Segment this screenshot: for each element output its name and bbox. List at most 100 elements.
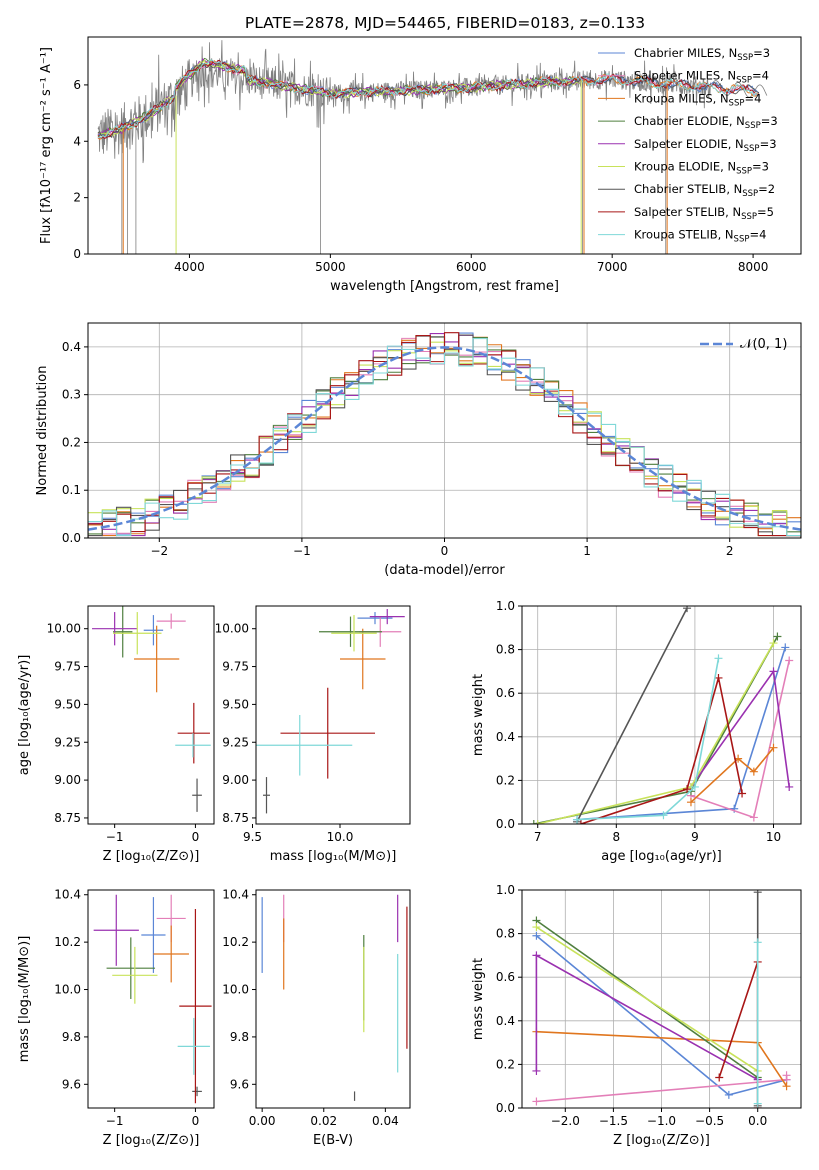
y-tick-label: 9.25: [54, 735, 81, 749]
y-tick-label: 9.75: [54, 660, 81, 674]
panel-2: −1 0 8.75 9.00 9.25 9.50 9.75 10.00 Z [log₁₀(Z/Z…: [17, 605, 215, 864]
plot-area: [261, 894, 408, 1101]
x-axis-label: Z [log₁₀(Z/Z⊙)]: [103, 1133, 200, 1148]
x-tick-label: −0.5: [695, 1114, 724, 1128]
y-tick-label: 9.50: [54, 697, 81, 711]
plot-area: [256, 609, 405, 814]
x-tick-label: 0.00: [249, 1114, 276, 1128]
y-tick-label: 10.4: [54, 888, 81, 902]
x-axis-label: age [log₁₀(age/yr)]: [601, 849, 722, 864]
x-tick-label: 0.0: [748, 1114, 767, 1128]
x-tick-label: 0.04: [372, 1114, 399, 1128]
x-tick-label: 0: [192, 830, 200, 844]
axes-frame: [87, 889, 215, 1109]
y-tick-label: 0.4: [62, 340, 81, 354]
series-marker-kroupa_stelib: [753, 938, 762, 947]
series-marker-salpeter_miles: [749, 813, 758, 822]
y-tick-label: 0.2: [62, 435, 81, 449]
normal-curve: [88, 346, 801, 531]
histogram-kroupa_stelib: [88, 338, 801, 538]
x-tick-label: 8000: [738, 260, 769, 274]
y-tick-label: 2: [73, 191, 81, 205]
axes-frame: [87, 605, 215, 825]
plot-area: [92, 606, 211, 812]
x-tick-label: −1: [106, 830, 124, 844]
y-tick-label: 0.3: [62, 388, 81, 402]
x-axis-label: wavelength [Angstrom, rest frame]: [330, 279, 559, 294]
x-tick-label: −1: [293, 544, 311, 558]
x-tick-label: 5000: [315, 260, 346, 274]
x-axis-label: (data-model)/error: [384, 563, 505, 578]
x-axis-label: Z [log₁₀(Z/Z⊙)]: [613, 1133, 710, 1148]
legend-subscript: SSP: [744, 144, 760, 154]
panel-3: 9.5 10.0 8.75 9.00 9.25 9.50 9.75 10.00 mass [lo…: [215, 605, 411, 864]
y-tick-label: 10.00: [47, 622, 81, 636]
series-marker-chabrier_miles: [781, 643, 790, 652]
plot-area: [93, 894, 212, 1104]
x-tick-label: 7000: [597, 260, 628, 274]
x-tick-label: 2: [726, 544, 734, 558]
y-tick-label: 9.50: [222, 697, 249, 711]
legend-value: =5: [757, 205, 774, 219]
series-line-kroupa_miles: [690, 747, 775, 803]
series-marker-salpeter_elodie: [532, 1066, 541, 1075]
y-tick-label: 0.2: [496, 1057, 515, 1071]
legend-label-normal: 𝒩(0, 1): [740, 337, 787, 352]
x-tick-label: 0: [441, 544, 449, 558]
model-spectrum-chabrier_stelib: [97, 61, 760, 139]
x-tick-label: 0: [192, 1114, 200, 1128]
x-axis-label: Z [log₁₀(Z/Z⊙)]: [103, 849, 200, 864]
x-tick-label: 7: [534, 830, 542, 844]
legend-subscript: SSP: [745, 121, 761, 131]
series-marker-chabrier_stelib: [683, 606, 692, 613]
series-marker-salpeter_miles: [782, 1071, 791, 1080]
y-tick-label: 9.6: [230, 1077, 249, 1091]
legend-label-chabrier_stelib: Chabrier STELIB, NSSP=2: [634, 182, 775, 199]
y-tick-label: 1.0: [496, 883, 515, 897]
legend-value: =4: [744, 91, 761, 105]
legend-label-chabrier_elodie: Chabrier ELODIE, NSSP=3: [634, 114, 778, 131]
y-tick-label: 10.0: [222, 983, 249, 997]
x-tick-label: 4000: [174, 260, 205, 274]
y-tick-label: 0.4: [496, 1014, 515, 1028]
series-marker-salpeter_stelib: [715, 1073, 724, 1082]
series-marker-salpeter_miles: [785, 656, 794, 665]
legend-value: =4: [749, 228, 766, 242]
legend-subscript: SSP: [737, 53, 753, 63]
series-marker-chabrier_miles: [532, 931, 541, 940]
x-tick-label: 8: [612, 830, 620, 844]
legend-text: Kroupa STELIB, N: [634, 228, 734, 242]
series-marker-kroupa_elodie: [769, 639, 778, 648]
legend-text: Salpeter ELODIE, N: [634, 137, 744, 151]
legend-value: =3: [753, 46, 770, 60]
series-marker-chabrier_stelib: [753, 890, 762, 897]
y-axis-label: age [log₁₀(age/yr)]: [17, 655, 32, 776]
y-tick-label: 0.2: [496, 773, 515, 787]
y-tick-label: 10.00: [215, 622, 249, 636]
legend-subscript: SSP: [736, 167, 752, 177]
y-tick-label: 9.6: [62, 1077, 81, 1091]
x-tick-label: 6000: [456, 260, 487, 274]
y-tick-label: 0.0: [496, 1101, 515, 1115]
x-axis-label: E(B-V): [313, 1133, 353, 1148]
series-marker-kroupa_stelib: [659, 811, 668, 820]
y-tick-label: 0.0: [496, 817, 515, 831]
x-tick-label: −2.0: [551, 1114, 580, 1128]
x-tick-label: −1: [106, 1114, 124, 1128]
legend-label-chabrier_miles: Chabrier MILES, NSSP=3: [634, 46, 770, 63]
legend-subscript: SSP: [734, 235, 750, 245]
axes-frame: [255, 889, 411, 1109]
panel-5: −1 0 9.6 9.8 10.0 10.2 10.4 Z [log₁₀(Z/Z⊙)] mass…: [17, 888, 215, 1148]
y-tick-label: 9.8: [230, 1030, 249, 1044]
x-tick-label: 10: [766, 830, 781, 844]
legend-label-salpeter_stelib: Salpeter STELIB, NSSP=5: [634, 205, 774, 222]
y-tick-label: 0.0: [62, 531, 81, 545]
y-tick-label: 9.00: [54, 773, 81, 787]
series-line-salpeter_stelib: [718, 961, 759, 1108]
legend-value: =4: [752, 69, 769, 83]
series-marker-kroupa_miles: [686, 798, 695, 807]
panel-1: −2 −1 0 1 2 0.0 0.1 0.2 0.3 0.4 (data-model)/error…: [35, 322, 802, 578]
x-tick-label: 9.5: [243, 830, 262, 844]
